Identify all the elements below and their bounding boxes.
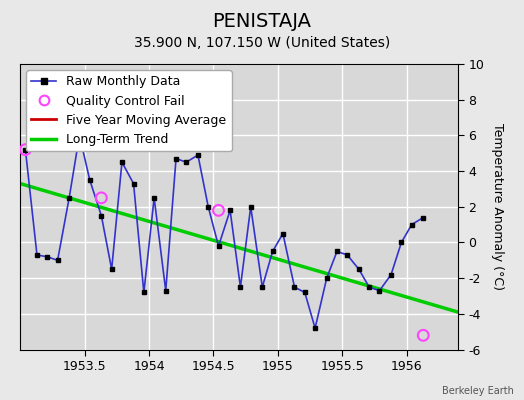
- Point: [214, 207, 223, 214]
- Y-axis label: Temperature Anomaly (°C): Temperature Anomaly (°C): [491, 123, 504, 290]
- Point: [21, 146, 29, 153]
- Point: [97, 195, 105, 201]
- Text: PENISTAJA: PENISTAJA: [213, 12, 311, 31]
- Legend: Raw Monthly Data, Quality Control Fail, Five Year Moving Average, Long-Term Tren: Raw Monthly Data, Quality Control Fail, …: [27, 70, 232, 151]
- Point: [419, 332, 428, 338]
- Text: Berkeley Earth: Berkeley Earth: [442, 386, 514, 396]
- Text: 35.900 N, 107.150 W (United States): 35.900 N, 107.150 W (United States): [134, 36, 390, 50]
